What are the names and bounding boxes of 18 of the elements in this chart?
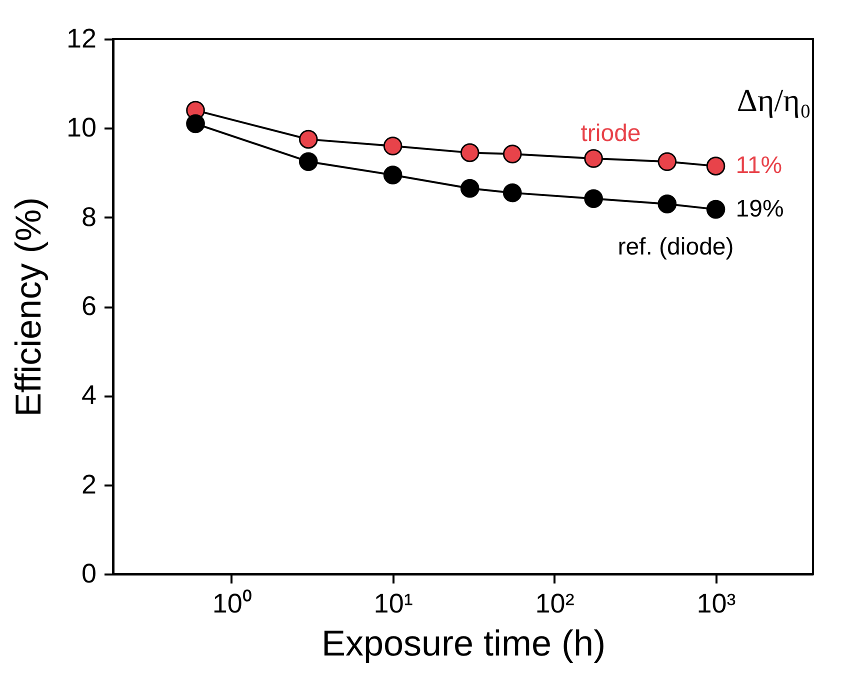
x-tick-label: 10³ (696, 588, 736, 618)
y-tick-label: 8 (81, 202, 96, 232)
x-tick-label: 10⁰ (212, 588, 252, 618)
y-tick-label: 6 (81, 291, 96, 321)
series-label: triode (580, 120, 641, 148)
annotation: 11% (736, 152, 782, 180)
x-tick-label: 10¹ (374, 588, 413, 618)
y-axis-title: Efficiency (%) (7, 197, 48, 417)
series-label: ref. (diode) (618, 233, 734, 260)
annotation: 19% (736, 195, 784, 222)
y-tick-label: 4 (81, 380, 96, 410)
x-axis-title: Exposure time (h) (321, 622, 606, 664)
y-tick-label: 0 (81, 558, 96, 588)
annotation: Δη/η₀ (736, 82, 811, 118)
y-tick-label: 10 (66, 112, 96, 143)
x-tick-label: 10² (535, 588, 574, 618)
y-tick-label: 12 (66, 24, 96, 54)
y-tick-label: 2 (81, 469, 96, 500)
